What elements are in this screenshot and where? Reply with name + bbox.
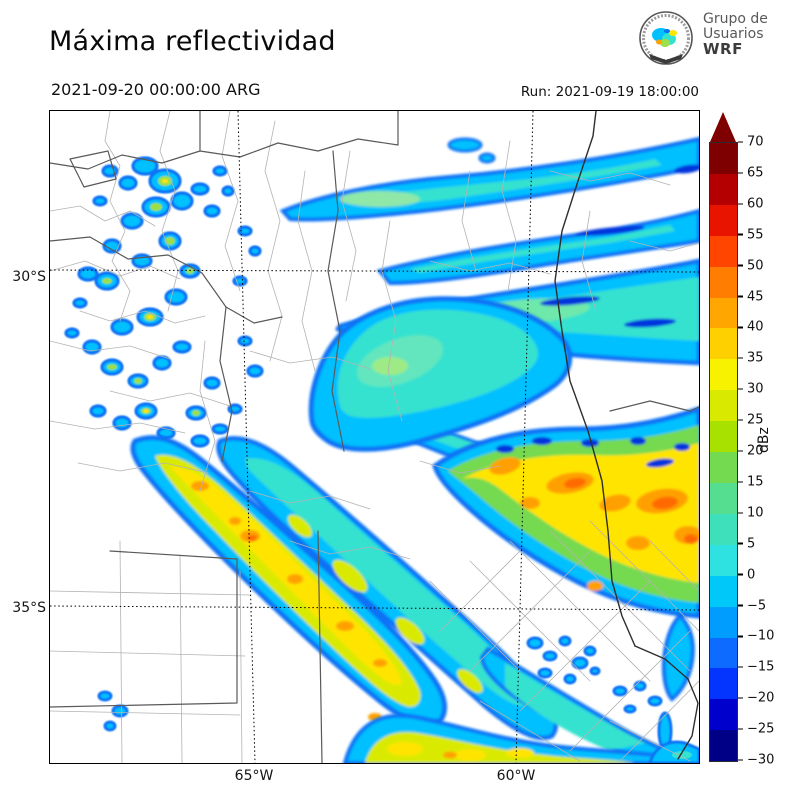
- logo-line-2: Usuarios: [703, 26, 764, 42]
- radar-echoes-layer: [64, 136, 702, 765]
- map-canvas[interactable]: [49, 110, 702, 765]
- colorbar-arrow: [710, 112, 736, 142]
- run-time-label: Run: 2021-09-19 18:00:00: [520, 84, 699, 100]
- boundaries-layer: [49, 110, 700, 764]
- colorbar-ticks: 70 65 60 55 50 45 40 35 30 25 20 15 10 5 0 −5 −10 −15 −20−…: [738, 135, 798, 768]
- colorbar-segments: [709, 142, 738, 762]
- logo-line-3: WRF: [703, 40, 743, 58]
- lat-label-35s: 35°S: [12, 600, 46, 616]
- valid-time-label: 2021-09-20 00:00:00 ARG: [51, 80, 261, 99]
- logo-emblem-icon: [639, 11, 693, 65]
- logo-text: Grupo de Usuarios WRF: [703, 12, 768, 57]
- wrf-users-group-logo: Grupo de Usuarios WRF: [637, 9, 797, 71]
- page-title: Máxima reflectividad: [49, 26, 336, 57]
- colorbar-unit-label: dBz: [756, 427, 772, 453]
- lon-label-60w: 60°W: [496, 768, 536, 784]
- central-blob: [308, 296, 573, 452]
- sw-diagonal-bands: [130, 435, 700, 765]
- graticule-layer: [49, 110, 700, 764]
- bottom-band: [342, 713, 680, 765]
- logo-line-1: Grupo de: [703, 11, 768, 27]
- nw-cell-cluster: [64, 156, 264, 448]
- lat-label-30s: 30°S: [12, 269, 46, 285]
- lon-label-65w: 65°W: [234, 768, 274, 784]
- reflectivity-map: [49, 110, 702, 765]
